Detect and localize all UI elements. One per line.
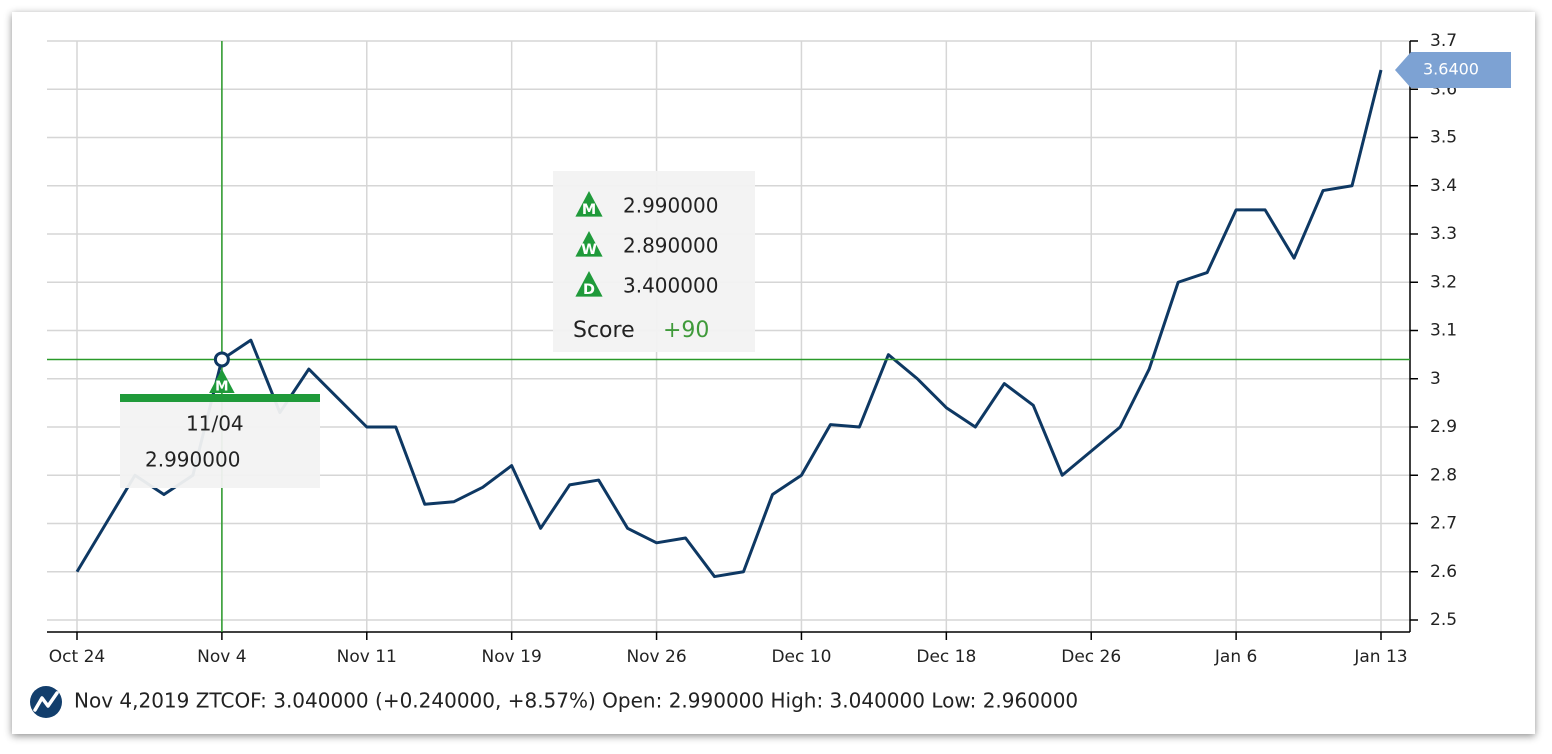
x-tick-label: Dec 18 [916,647,976,667]
signal-icon [575,191,603,217]
score-value: +90 [663,318,709,343]
x-tick-label: Dec 10 [771,647,831,667]
x-tick-label: Nov 26 [626,647,686,667]
score-entry-value: 3.400000 [623,274,718,298]
signal-icon-letter: D [583,282,595,298]
y-tick-label: 3.4 [1430,176,1457,196]
logo-icon [33,691,59,712]
x-tick-label: Oct 24 [49,647,105,667]
crosshair-point [213,351,230,368]
x-tick-label: Jan 13 [1353,647,1407,667]
y-tick-label: 2.7 [1430,514,1457,534]
signal-icon [209,369,235,393]
y-tick-label: 2.6 [1430,562,1457,582]
price-line [75,69,1383,579]
y-tick-label: 2.8 [1430,465,1457,485]
price-tag [1395,51,1511,88]
x-tick-label: Nov 4 [197,647,246,667]
x-tick-label: Nov 11 [337,647,397,667]
x-tick-label: Nov 19 [482,647,542,667]
card [12,12,1535,734]
price-tag-label: 3.6400 [1423,59,1479,78]
footer: Nov 4,2019 ZTCOF: 3.040000 (+0.240000, +… [74,689,1078,713]
x-tick-label: Dec 26 [1061,647,1121,667]
y-tick-label: 3 [1430,369,1441,389]
y-tick-label: 3.3 [1430,224,1457,244]
tooltip-value: 2.990000 [145,448,240,472]
y-tick-label: 3.5 [1430,128,1457,148]
y-tick-label: 3.7 [1430,31,1457,51]
y-tick-label: 2.5 [1430,610,1457,630]
signal-icon-letter: W [581,242,597,258]
tooltip-box [120,397,320,488]
score-entry-value: 2.990000 [623,194,718,218]
score-entry-value: 2.890000 [623,234,718,258]
y-tick-label: 2.9 [1430,417,1457,437]
score-label: Score [573,318,635,343]
signal-icon-letter: M [582,202,596,218]
tooltip-bar [120,394,320,402]
x-tick-label: Jan 6 [1214,647,1257,667]
overlay: 3.6400 M 11/04 2.990000 M 2.990000 W 2.890000 D 3… [47,41,1511,632]
y-tick-label: 3.2 [1430,272,1457,292]
signal-icon-letter: M [215,379,228,395]
y-tick-label: 3.1 [1430,321,1457,341]
plot [75,69,1383,579]
tooltip-date: 11/04 [186,412,244,436]
signal-icon [575,271,603,297]
signal-icon [575,231,603,257]
